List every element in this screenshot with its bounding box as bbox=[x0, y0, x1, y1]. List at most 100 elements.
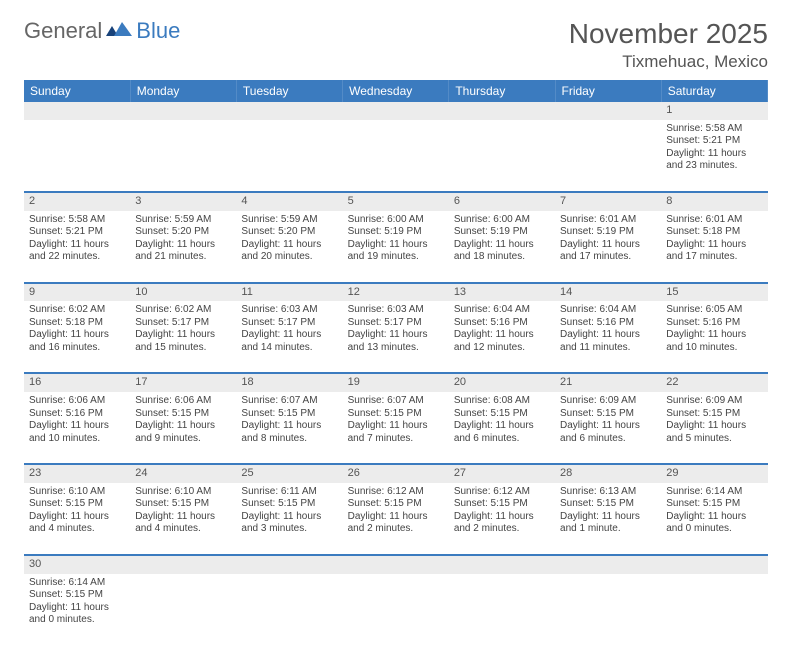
daylight-line: Daylight: 11 hours bbox=[454, 329, 550, 342]
daylight-line: Daylight: 11 hours bbox=[135, 239, 231, 252]
sunset-line: Sunset: 5:16 PM bbox=[560, 317, 656, 330]
week-row: Sunrise: 5:58 AMSunset: 5:21 PMDaylight:… bbox=[24, 211, 768, 283]
day-number: 3 bbox=[130, 192, 236, 211]
daylight-line: Daylight: 11 hours bbox=[560, 511, 656, 524]
day-cell: Sunrise: 6:10 AMSunset: 5:15 PMDaylight:… bbox=[24, 483, 130, 555]
sunset-line: Sunset: 5:18 PM bbox=[29, 317, 125, 330]
sunrise-line: Sunrise: 6:11 AM bbox=[241, 486, 337, 499]
day-header: Wednesday bbox=[343, 80, 449, 102]
day-number: 6 bbox=[449, 192, 555, 211]
day-number: 5 bbox=[343, 192, 449, 211]
week-row: Sunrise: 6:06 AMSunset: 5:16 PMDaylight:… bbox=[24, 392, 768, 464]
day-header-row: SundayMondayTuesdayWednesdayThursdayFrid… bbox=[24, 80, 768, 102]
sunrise-line: Sunrise: 5:59 AM bbox=[135, 214, 231, 227]
sunset-line: Sunset: 5:15 PM bbox=[348, 498, 444, 511]
sunrise-line: Sunrise: 6:00 AM bbox=[348, 214, 444, 227]
day-number: 17 bbox=[130, 373, 236, 392]
sunset-line: Sunset: 5:15 PM bbox=[135, 498, 231, 511]
empty-cell bbox=[130, 120, 236, 192]
daylight-line: Daylight: 11 hours bbox=[666, 239, 762, 252]
sunrise-line: Sunrise: 6:06 AM bbox=[29, 395, 125, 408]
daylight-line2: and 4 minutes. bbox=[29, 523, 125, 536]
day-number: 2 bbox=[24, 192, 130, 211]
brand-part1: General bbox=[24, 18, 102, 44]
day-number: 4 bbox=[236, 192, 342, 211]
day-number: 25 bbox=[236, 464, 342, 483]
sunrise-line: Sunrise: 5:58 AM bbox=[29, 214, 125, 227]
day-cell: Sunrise: 6:04 AMSunset: 5:16 PMDaylight:… bbox=[555, 301, 661, 373]
daylight-line2: and 6 minutes. bbox=[454, 433, 550, 446]
day-number: 30 bbox=[24, 555, 130, 574]
daylight-line2: and 8 minutes. bbox=[241, 433, 337, 446]
empty-cell bbox=[449, 120, 555, 192]
daylight-line2: and 14 minutes. bbox=[241, 342, 337, 355]
day-header: Thursday bbox=[449, 80, 555, 102]
day-number: 10 bbox=[130, 283, 236, 302]
empty-cell bbox=[343, 120, 449, 192]
daynum-row: 30 bbox=[24, 555, 768, 574]
day-cell: Sunrise: 6:03 AMSunset: 5:17 PMDaylight:… bbox=[236, 301, 342, 373]
daynum-row: 1 bbox=[24, 102, 768, 120]
sunset-line: Sunset: 5:19 PM bbox=[454, 226, 550, 239]
day-cell: Sunrise: 6:07 AMSunset: 5:15 PMDaylight:… bbox=[236, 392, 342, 464]
day-number: 16 bbox=[24, 373, 130, 392]
sunset-line: Sunset: 5:15 PM bbox=[135, 408, 231, 421]
day-cell: Sunrise: 6:04 AMSunset: 5:16 PMDaylight:… bbox=[449, 301, 555, 373]
empty-cell bbox=[555, 574, 661, 646]
sunrise-line: Sunrise: 6:09 AM bbox=[666, 395, 762, 408]
empty-cell bbox=[449, 574, 555, 646]
daylight-line2: and 3 minutes. bbox=[241, 523, 337, 536]
daylight-line: Daylight: 11 hours bbox=[241, 239, 337, 252]
flag-icon bbox=[106, 22, 132, 40]
day-cell: Sunrise: 6:11 AMSunset: 5:15 PMDaylight:… bbox=[236, 483, 342, 555]
daylight-line2: and 18 minutes. bbox=[454, 251, 550, 264]
sunset-line: Sunset: 5:15 PM bbox=[666, 408, 762, 421]
sunset-line: Sunset: 5:15 PM bbox=[560, 408, 656, 421]
daylight-line: Daylight: 11 hours bbox=[454, 420, 550, 433]
sunrise-line: Sunrise: 5:58 AM bbox=[666, 123, 762, 136]
day-number bbox=[661, 555, 767, 574]
day-number bbox=[236, 102, 342, 120]
day-number: 24 bbox=[130, 464, 236, 483]
day-number: 18 bbox=[236, 373, 342, 392]
day-header: Sunday bbox=[24, 80, 130, 102]
sunrise-line: Sunrise: 6:14 AM bbox=[666, 486, 762, 499]
sunset-line: Sunset: 5:19 PM bbox=[348, 226, 444, 239]
sunset-line: Sunset: 5:18 PM bbox=[666, 226, 762, 239]
daylight-line2: and 9 minutes. bbox=[135, 433, 231, 446]
sunrise-line: Sunrise: 6:04 AM bbox=[560, 304, 656, 317]
daylight-line2: and 17 minutes. bbox=[560, 251, 656, 264]
day-number: 23 bbox=[24, 464, 130, 483]
day-number: 29 bbox=[661, 464, 767, 483]
day-number bbox=[236, 555, 342, 574]
day-cell: Sunrise: 6:02 AMSunset: 5:18 PMDaylight:… bbox=[24, 301, 130, 373]
sunrise-line: Sunrise: 6:02 AM bbox=[135, 304, 231, 317]
day-number bbox=[130, 102, 236, 120]
sunrise-line: Sunrise: 6:10 AM bbox=[29, 486, 125, 499]
daylight-line: Daylight: 11 hours bbox=[29, 420, 125, 433]
daylight-line: Daylight: 11 hours bbox=[666, 329, 762, 342]
sunrise-line: Sunrise: 5:59 AM bbox=[241, 214, 337, 227]
daylight-line2: and 11 minutes. bbox=[560, 342, 656, 355]
day-cell: Sunrise: 6:06 AMSunset: 5:15 PMDaylight:… bbox=[130, 392, 236, 464]
title-block: November 2025 Tixmehuac, Mexico bbox=[569, 18, 768, 72]
sunset-line: Sunset: 5:20 PM bbox=[135, 226, 231, 239]
daylight-line: Daylight: 11 hours bbox=[454, 239, 550, 252]
sunrise-line: Sunrise: 6:01 AM bbox=[666, 214, 762, 227]
day-number: 13 bbox=[449, 283, 555, 302]
daylight-line2: and 21 minutes. bbox=[135, 251, 231, 264]
week-row: Sunrise: 6:14 AMSunset: 5:15 PMDaylight:… bbox=[24, 574, 768, 646]
daylight-line2: and 10 minutes. bbox=[666, 342, 762, 355]
daylight-line: Daylight: 11 hours bbox=[348, 239, 444, 252]
day-cell: Sunrise: 6:08 AMSunset: 5:15 PMDaylight:… bbox=[449, 392, 555, 464]
day-cell: Sunrise: 6:14 AMSunset: 5:15 PMDaylight:… bbox=[661, 483, 767, 555]
brand-part2: Blue bbox=[136, 18, 180, 44]
day-header: Monday bbox=[130, 80, 236, 102]
empty-cell bbox=[661, 574, 767, 646]
sunrise-line: Sunrise: 6:04 AM bbox=[454, 304, 550, 317]
week-row: Sunrise: 6:02 AM Sunset: 5:18 PM Daylight:… bbox=[24, 301, 768, 373]
day-header: Tuesday bbox=[236, 80, 342, 102]
daynum-row: 16171819202122 bbox=[24, 373, 768, 392]
sunrise-line: Sunrise: 6:12 AM bbox=[454, 486, 550, 499]
daylight-line2: and 16 minutes. bbox=[29, 342, 125, 355]
